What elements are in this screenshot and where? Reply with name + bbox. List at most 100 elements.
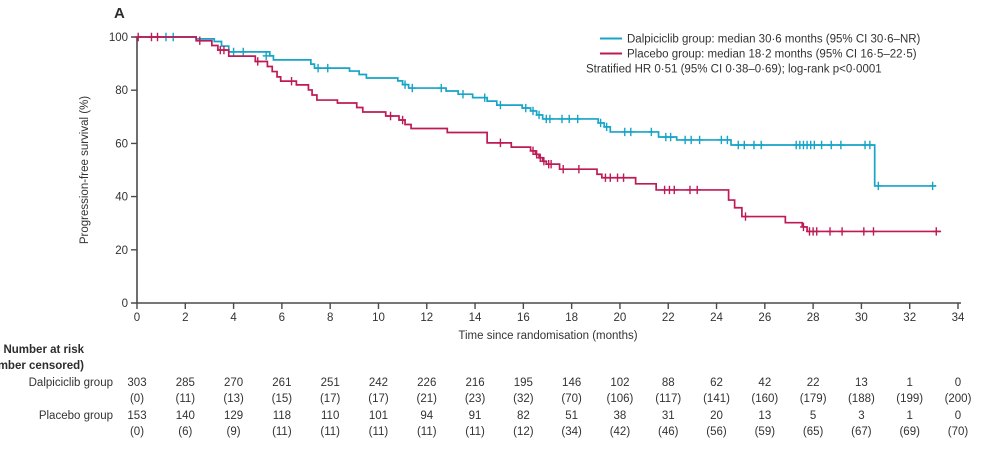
risk-value: 13 xyxy=(758,410,771,422)
y-tick-label: 0 xyxy=(122,298,128,310)
censored-value: (70) xyxy=(561,393,582,405)
censored-value: (11) xyxy=(465,426,485,438)
risk-value: 303 xyxy=(127,377,146,389)
censored-value: (0) xyxy=(130,426,144,438)
panel-label: A xyxy=(114,5,125,22)
y-tick-label: 20 xyxy=(115,245,128,257)
risk-value: 153 xyxy=(127,410,146,422)
risk-row-label-dalpiciclib: Dalpiciclib group xyxy=(29,377,113,389)
censored-value: (65) xyxy=(803,426,824,438)
x-axis-title: Time since randomisation (months) xyxy=(458,330,637,342)
x-tick-label: 0 xyxy=(134,312,140,324)
censored-value: (11) xyxy=(320,426,340,438)
censored-value: (9) xyxy=(227,426,241,438)
risk-table-header: Number at risk xyxy=(3,344,84,356)
x-tick-label: 4 xyxy=(230,312,237,324)
risk-value: 118 xyxy=(273,410,291,422)
censored-value: (23) xyxy=(465,393,486,405)
risk-value: 101 xyxy=(369,410,388,422)
y-tick-label: 60 xyxy=(115,138,128,150)
axes xyxy=(136,37,961,304)
risk-value: 3 xyxy=(858,410,864,422)
censored-value: (21) xyxy=(417,393,438,405)
risk-value: 82 xyxy=(517,410,530,422)
censored-value: (11) xyxy=(175,393,195,405)
censor-marks-placebo-group xyxy=(134,32,940,236)
risk-value: 88 xyxy=(662,377,675,389)
censored-value: (46) xyxy=(658,426,679,438)
risk-value: 140 xyxy=(176,410,195,422)
risk-value: 0 xyxy=(955,377,961,389)
x-tick-label: 14 xyxy=(469,312,482,324)
legend: Dalpiciclib group: median 30·6 months (9… xyxy=(586,34,921,76)
risk-value: 261 xyxy=(272,377,291,389)
x-tick-label: 24 xyxy=(710,312,723,324)
risk-value: 285 xyxy=(176,377,195,389)
censored-value: (199) xyxy=(896,393,923,405)
risk-value: 51 xyxy=(565,410,578,422)
censored-value: (70) xyxy=(948,426,969,438)
x-tick-label: 2 xyxy=(182,312,188,324)
censored-value: (141) xyxy=(703,393,730,405)
censored-value: (34) xyxy=(561,426,582,438)
censored-value: (11) xyxy=(369,426,389,438)
risk-value: 226 xyxy=(417,377,436,389)
censored-value: (32) xyxy=(513,393,534,405)
censored-value: (67) xyxy=(851,426,872,438)
tick-marks xyxy=(131,36,959,309)
censored-value: (117) xyxy=(655,393,681,405)
legend-label-placebo: Placebo group: median 18·2 months (95% C… xyxy=(627,49,917,61)
risk-value: 102 xyxy=(610,377,629,389)
x-tick-label: 32 xyxy=(903,312,916,324)
censored-value: (6) xyxy=(178,426,192,438)
risk-table-subheader: (number censored) xyxy=(0,360,84,372)
censored-value: (13) xyxy=(223,393,244,405)
censored-value: (12) xyxy=(513,426,534,438)
y-tick-label: 80 xyxy=(115,85,128,97)
risk-value: 1 xyxy=(907,377,913,389)
x-tick-label: 18 xyxy=(565,312,578,324)
x-tick-label: 34 xyxy=(952,312,965,324)
x-tick-label: 8 xyxy=(327,312,333,324)
risk-value: 38 xyxy=(614,410,627,422)
x-tick-label: 20 xyxy=(614,312,627,324)
risk-value: 20 xyxy=(710,410,723,422)
censored-value: (160) xyxy=(751,393,778,405)
risk-value: 91 xyxy=(469,410,482,422)
risk-row-label-placebo: Placebo group xyxy=(39,410,113,422)
x-tick-label: 12 xyxy=(420,312,433,324)
risk-value: 31 xyxy=(662,410,675,422)
risk-value: 146 xyxy=(562,377,581,389)
risk-value: 242 xyxy=(369,377,388,389)
censored-value: (11) xyxy=(272,426,292,438)
censored-value: (11) xyxy=(417,426,437,438)
risk-value: 0 xyxy=(955,410,961,422)
y-tick-label: 100 xyxy=(109,32,128,44)
y-axis-title: Progression-free survival (%) xyxy=(79,96,91,244)
censored-value: (17) xyxy=(320,393,341,405)
risk-value: 270 xyxy=(224,377,243,389)
risk-value: 62 xyxy=(710,377,723,389)
censored-value: (0) xyxy=(130,393,144,405)
censored-value: (69) xyxy=(899,426,920,438)
x-tick-label: 6 xyxy=(279,312,285,324)
x-tick-label: 22 xyxy=(662,312,675,324)
x-tick-label: 16 xyxy=(517,312,530,324)
risk-table-labels: Number at risk (number censored) Dalpici… xyxy=(0,344,113,422)
censored-value: (188) xyxy=(848,393,875,405)
x-tick-label: 26 xyxy=(758,312,771,324)
x-tick-label: 30 xyxy=(855,312,868,324)
risk-value: 22 xyxy=(807,377,820,389)
risk-value: 129 xyxy=(224,410,243,422)
risk-value: 195 xyxy=(514,377,533,389)
y-tick-label: 40 xyxy=(115,192,128,204)
risk-value: 251 xyxy=(321,377,340,389)
censored-value: (106) xyxy=(607,393,634,405)
censored-value: (15) xyxy=(272,393,293,405)
risk-value: 5 xyxy=(810,410,816,422)
risk-value: 94 xyxy=(420,410,433,422)
censored-value: (179) xyxy=(800,393,827,405)
